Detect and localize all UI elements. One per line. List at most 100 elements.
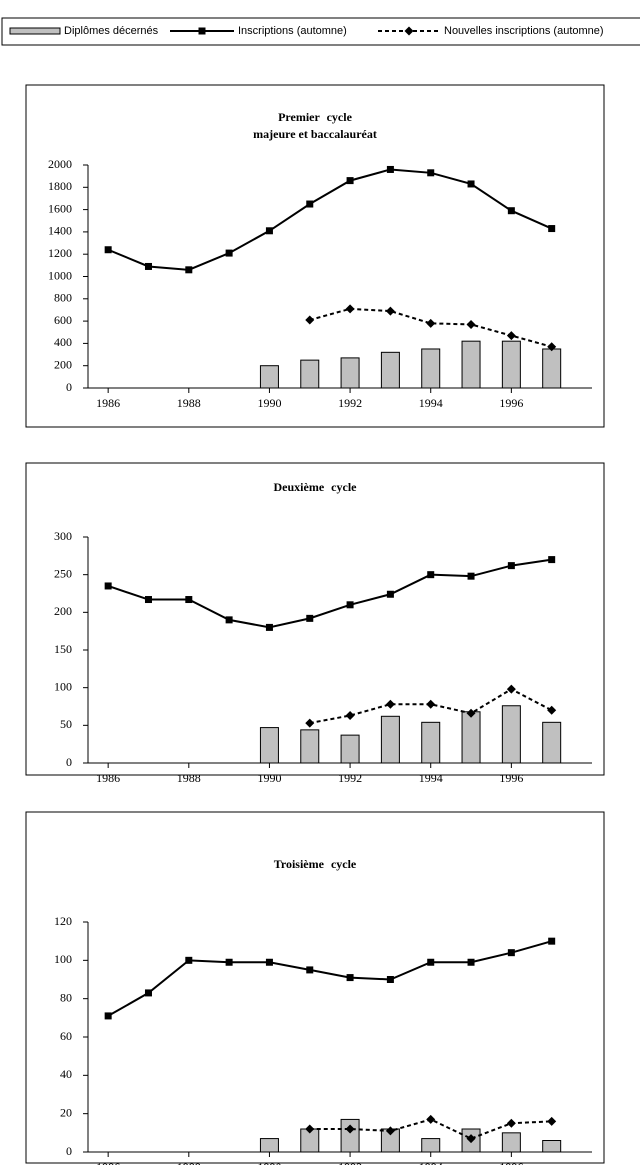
y-tick-label: 100 <box>54 679 72 693</box>
y-tick-label: 400 <box>54 335 72 349</box>
square-marker <box>306 200 314 208</box>
diamond-marker <box>345 711 355 721</box>
bar <box>542 721 562 764</box>
square-marker <box>225 958 233 966</box>
y-tick-label: 600 <box>54 313 72 327</box>
y-tick-label: 0 <box>66 1144 72 1158</box>
diamond-marker <box>466 1134 476 1144</box>
bar <box>421 1138 441 1153</box>
x-tick-label: 1988 <box>177 1160 201 1165</box>
diamond-marker <box>506 1118 516 1128</box>
bar <box>259 727 279 764</box>
x-tick-label: 1990 <box>257 771 281 785</box>
square-marker <box>144 596 152 604</box>
y-tick-label: 2000 <box>48 157 72 171</box>
x-tick-label: 1992 <box>338 396 362 410</box>
y-tick-label: 200 <box>54 357 72 371</box>
bar <box>300 729 320 764</box>
diamond-marker <box>547 705 557 715</box>
chart-subtitle: majeure et baccalauréat <box>253 127 377 141</box>
y-tick-label: 250 <box>54 566 72 580</box>
legend-label: Nouvelles inscriptions (automne) <box>444 25 604 37</box>
x-tick-label: 1986 <box>96 1160 120 1165</box>
square-marker <box>386 590 394 598</box>
y-tick-label: 1200 <box>48 246 72 260</box>
diamond-marker <box>404 26 414 36</box>
square-marker <box>198 27 206 35</box>
square-marker <box>386 976 394 983</box>
square-marker <box>265 958 273 966</box>
square-marker <box>467 572 475 580</box>
diamond-marker <box>305 315 315 325</box>
x-tick-label: 1994 <box>419 771 443 785</box>
square-marker <box>548 225 556 233</box>
x-tick-label: 1996 <box>499 396 523 410</box>
square-marker <box>265 227 273 235</box>
diamond-marker <box>426 699 436 709</box>
y-tick-label: 0 <box>66 380 72 394</box>
line <box>107 558 552 629</box>
diamond-marker <box>426 1114 436 1124</box>
bar <box>542 1140 562 1153</box>
x-tick-label: 1990 <box>257 1160 281 1165</box>
chart-title: Troisième cycle <box>274 857 357 871</box>
diamond-marker <box>506 684 516 694</box>
x-tick-label: 1994 <box>419 396 443 410</box>
bar <box>380 351 400 389</box>
square-marker <box>386 165 394 173</box>
bar <box>259 1138 279 1153</box>
bar <box>340 734 360 764</box>
bar <box>300 359 320 389</box>
square-marker <box>346 601 354 609</box>
square-marker <box>427 169 435 177</box>
square-marker <box>306 966 314 974</box>
legend-swatch <box>9 27 61 35</box>
x-tick-label: 1990 <box>257 396 281 410</box>
y-tick-label: 150 <box>54 642 72 656</box>
y-tick-label: 800 <box>54 291 72 305</box>
y-tick-label: 20 <box>60 1105 72 1119</box>
square-marker <box>185 596 193 604</box>
y-tick-label: 40 <box>60 1067 72 1081</box>
legend-label: Diplômes décernés <box>64 25 159 37</box>
bar <box>501 705 521 764</box>
diamond-marker <box>345 304 355 314</box>
square-marker <box>144 989 152 997</box>
square-marker <box>104 246 112 254</box>
legend-box <box>1 17 640 46</box>
square-marker <box>346 974 354 982</box>
y-tick-label: 50 <box>60 717 72 731</box>
bar <box>340 1118 360 1153</box>
y-tick-label: 80 <box>60 990 72 1004</box>
square-marker <box>225 616 233 624</box>
y-tick-label: 120 <box>54 914 72 928</box>
x-tick-label: 1994 <box>419 1160 443 1165</box>
square-marker <box>427 958 435 966</box>
square-marker <box>265 623 273 631</box>
legend-label: Inscriptions (automne) <box>238 25 347 37</box>
diamond-marker <box>426 318 436 328</box>
diamond-marker <box>547 342 557 352</box>
square-marker <box>144 262 152 270</box>
bar <box>501 340 521 389</box>
bar <box>259 365 279 389</box>
diamond-marker <box>547 1116 557 1126</box>
y-tick-label: 300 <box>54 529 72 543</box>
x-tick-label: 1986 <box>96 396 120 410</box>
y-tick-label: 1600 <box>48 201 72 215</box>
y-tick-label: 200 <box>54 604 72 618</box>
square-marker <box>548 937 556 945</box>
y-tick-label: 60 <box>60 1029 72 1043</box>
diamond-marker <box>385 1126 395 1136</box>
bar <box>421 348 441 389</box>
bar <box>501 1132 521 1153</box>
square-marker <box>225 249 233 257</box>
square-marker <box>185 266 193 274</box>
diamond-marker <box>385 306 395 316</box>
square-marker <box>507 562 515 570</box>
y-tick-label: 100 <box>54 952 72 966</box>
bar <box>542 348 562 389</box>
square-marker <box>548 556 556 564</box>
